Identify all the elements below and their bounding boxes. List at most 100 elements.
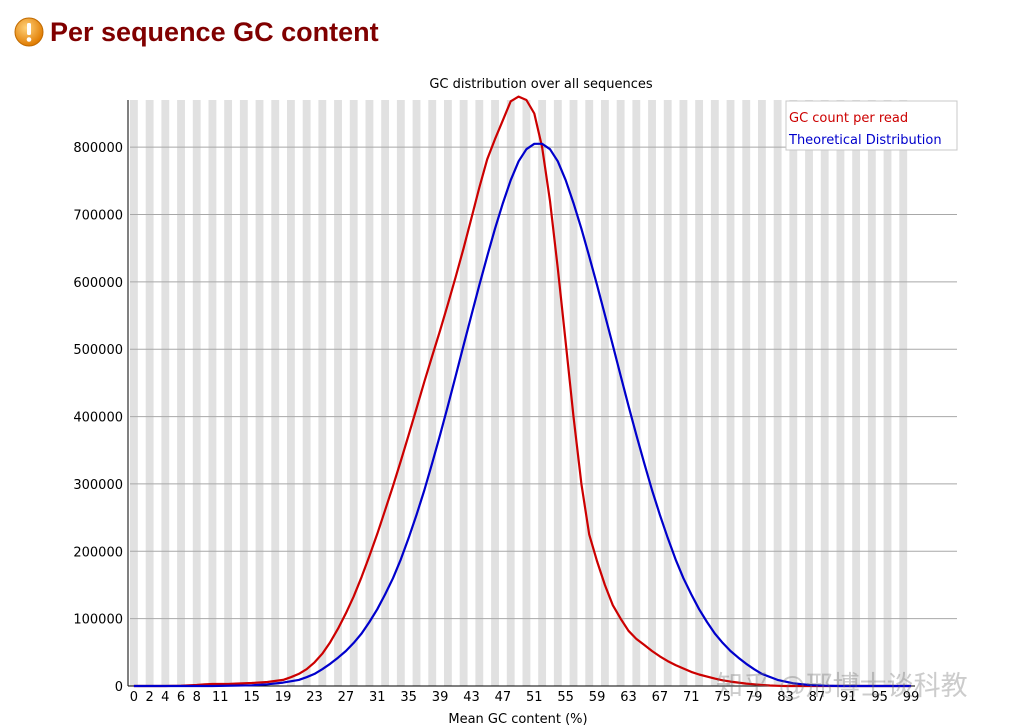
legend-box xyxy=(785,100,958,151)
x-tick-label: 71 xyxy=(683,690,700,705)
y-axis-ticks: 0 100000 200000 300000 400000 500000 600000 700… xyxy=(73,141,123,695)
stripe xyxy=(569,100,578,686)
stripe xyxy=(663,100,672,686)
plot-stripes xyxy=(130,100,908,686)
stripe xyxy=(145,100,154,686)
y-tick-label: 0 xyxy=(115,680,123,695)
stripe xyxy=(805,100,813,686)
stripe xyxy=(899,100,908,686)
x-tick-label: 59 xyxy=(589,690,606,705)
stripe xyxy=(742,100,751,686)
stripe xyxy=(553,100,562,686)
x-tick-label: 95 xyxy=(871,690,888,705)
x-tick-label: 47 xyxy=(495,690,512,705)
stripe xyxy=(679,100,688,686)
y-tick-label: 400000 xyxy=(73,411,123,426)
stripe xyxy=(758,100,766,686)
watermark: 知乎 @邢博士谈科教 xyxy=(716,671,968,702)
y-tick-label: 300000 xyxy=(73,478,123,493)
x-tick-label: 19 xyxy=(275,690,292,705)
x-tick-label: 63 xyxy=(620,690,637,705)
series-line-gc-count-per-read xyxy=(133,95,912,688)
stripe xyxy=(852,100,861,686)
y-tick-label: 100000 xyxy=(73,613,123,628)
stripe xyxy=(710,100,719,686)
stripe xyxy=(130,100,138,686)
x-tick-label: 31 xyxy=(369,690,386,705)
x-tick-label: 39 xyxy=(432,690,449,705)
stripe xyxy=(224,100,233,686)
stripe xyxy=(349,100,358,686)
stripe xyxy=(820,100,829,686)
stripe xyxy=(648,100,656,686)
stripe xyxy=(381,100,390,686)
stripe xyxy=(192,100,201,686)
y-tick-label: 500000 xyxy=(73,343,123,358)
legend-entry: Theoretical Distribution xyxy=(788,133,942,148)
x-tick-label: 55 xyxy=(557,690,574,705)
legend-entry: GC count per read xyxy=(789,111,908,126)
x-tick-label: 0 xyxy=(130,690,138,705)
x-tick-label: 23 xyxy=(306,690,323,705)
stripe xyxy=(239,100,248,686)
x-tick-label: 27 xyxy=(338,690,355,705)
stripe xyxy=(396,100,405,686)
stripe xyxy=(428,100,437,686)
stripe xyxy=(538,100,547,686)
x-tick-label: 11 xyxy=(212,690,229,705)
stripe xyxy=(208,100,217,686)
series-lines xyxy=(133,95,912,688)
x-tick-label: 87 xyxy=(809,690,826,705)
stripe xyxy=(585,100,594,686)
stripe xyxy=(867,100,876,686)
stripe xyxy=(177,100,185,686)
stripe xyxy=(695,100,704,686)
x-tick-label: 6 xyxy=(177,690,185,705)
x-tick-label: 15 xyxy=(243,690,260,705)
chart-title: GC distribution over all sequences xyxy=(429,77,653,92)
stripe xyxy=(318,100,327,686)
warning-icon xyxy=(14,17,44,47)
x-tick-label: 35 xyxy=(400,690,417,705)
x-tick-label: 67 xyxy=(652,690,669,705)
stripe xyxy=(287,100,295,686)
stripe xyxy=(726,100,735,686)
y-tick-label: 600000 xyxy=(73,276,123,291)
x-tick-label: 75 xyxy=(714,690,731,705)
stripe xyxy=(506,100,515,686)
series-line-theoretical-distribution xyxy=(133,142,912,688)
x-tick-label: 4 xyxy=(161,690,169,705)
stripe xyxy=(444,100,452,686)
stripe xyxy=(491,100,499,686)
x-tick-label: 51 xyxy=(526,690,543,705)
stripe xyxy=(412,100,421,686)
stripe xyxy=(522,100,531,686)
stripe xyxy=(601,100,609,686)
stripe xyxy=(616,100,625,686)
page-title: Per sequence GC content xyxy=(50,16,379,47)
x-tick-label: 43 xyxy=(463,690,480,705)
stripe xyxy=(459,100,468,686)
stripe xyxy=(773,100,782,686)
stripe xyxy=(365,100,374,686)
y-tick-label: 700000 xyxy=(73,209,123,224)
x-tick-label: 83 xyxy=(777,690,794,705)
x-axis-label: Mean GC content (%) xyxy=(448,712,587,727)
stripe xyxy=(789,100,798,686)
legend: GC count per read Theoretical Distributio… xyxy=(785,100,958,151)
section-header: Per sequence GC content xyxy=(14,12,379,52)
stripe xyxy=(475,100,484,686)
x-tick-label: 91 xyxy=(840,690,857,705)
x-tick-label: 2 xyxy=(145,690,153,705)
stripe xyxy=(161,100,170,686)
y-tick-label: 800000 xyxy=(73,141,123,156)
x-tick-label: 79 xyxy=(746,690,763,705)
y-tick-label: 200000 xyxy=(73,545,123,560)
stripe xyxy=(883,100,892,686)
stripe xyxy=(632,100,641,686)
x-axis-ticks: 0 2 4 6 8 11 15 19 23 27 31 35 39 43 47 51 55 59 63 67 71 75 7… xyxy=(130,690,920,705)
stripe xyxy=(255,100,264,686)
x-tick-label: 99 xyxy=(903,690,920,705)
x-tick-label: 8 xyxy=(193,690,201,705)
